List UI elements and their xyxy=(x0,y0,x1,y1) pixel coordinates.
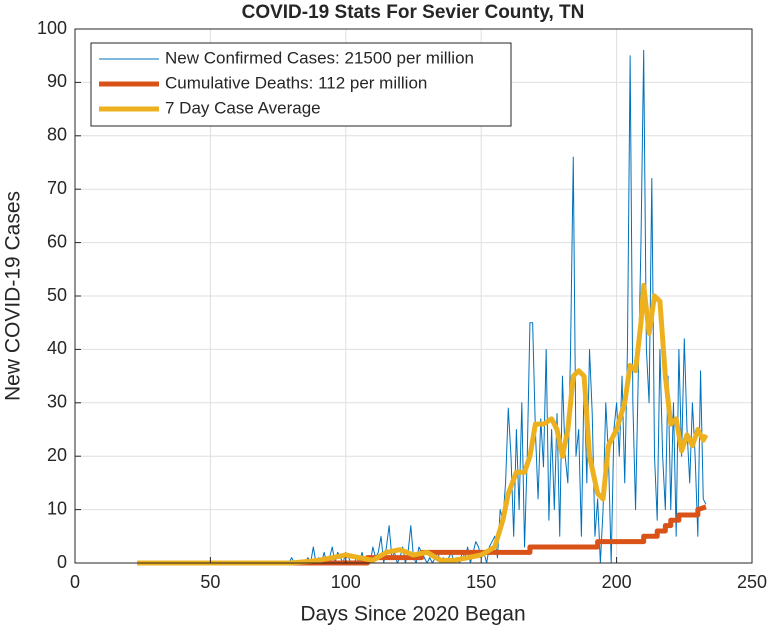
x-tick-label: 100 xyxy=(331,572,361,592)
y-tick-label: 20 xyxy=(47,445,67,465)
x-tick-label: 250 xyxy=(737,572,767,592)
chart-title: COVID-19 Stats For Sevier County, TN xyxy=(242,2,585,23)
plot-lines xyxy=(137,49,709,566)
x-axis-label: Days Since 2020 Began xyxy=(300,603,525,626)
x-tick-label: 0 xyxy=(70,572,80,592)
ticks: 0 50 100 150 200 250 0 10 20 30 40 50 60 70 80 90 100 xyxy=(37,18,767,592)
y-tick-label: 0 xyxy=(57,552,67,572)
y-tick-label: 40 xyxy=(47,338,67,358)
x-tick-label: 150 xyxy=(466,572,496,592)
legend: New Confirmed Cases: 21500 per million Cu… xyxy=(90,42,512,127)
y-tick-label: 50 xyxy=(47,285,67,305)
y-tick-label: 70 xyxy=(47,178,67,198)
y-tick-label: 30 xyxy=(47,392,67,412)
y-tick-label: 100 xyxy=(37,18,67,38)
y-tick-label: 80 xyxy=(47,125,67,145)
series-line xyxy=(137,504,707,566)
legend-label: New Confirmed Cases: 21500 per million xyxy=(165,48,474,67)
y-tick-label: 60 xyxy=(47,231,67,251)
series-line xyxy=(137,282,709,566)
y-axis-label: New COVID-19 Cases xyxy=(2,191,25,401)
legend-label: 7 Day Case Average xyxy=(165,98,321,117)
x-tick-label: 50 xyxy=(200,572,220,592)
legend-label: Cumulative Deaths: 112 per million xyxy=(165,73,427,92)
series-line xyxy=(278,49,707,564)
legend-box xyxy=(90,42,512,127)
x-tick-label: 200 xyxy=(602,572,632,592)
y-tick-label: 90 xyxy=(47,71,67,91)
y-tick-label: 10 xyxy=(47,498,67,518)
